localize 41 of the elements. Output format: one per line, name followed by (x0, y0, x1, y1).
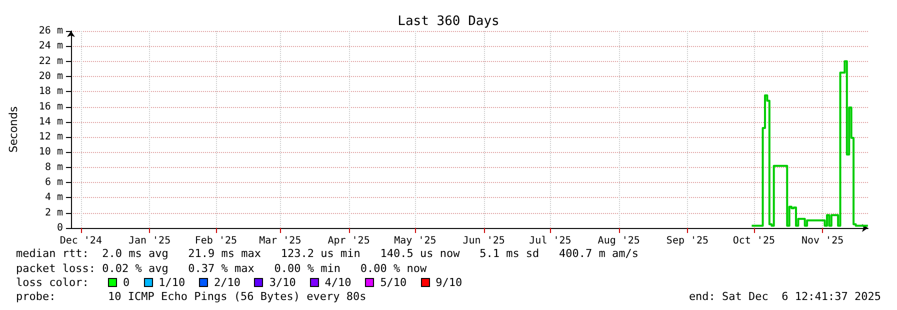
y-axis-title: Seconds (7, 106, 20, 153)
y-tick-label: 8 m (44, 162, 63, 173)
y-tick-label: 16 m (38, 101, 63, 112)
chart-title: Last 360 Days (398, 14, 500, 29)
y-tick-label: 20 m (38, 70, 63, 82)
text: 0 (123, 276, 130, 289)
y-tick-label: 6 m (44, 177, 63, 188)
x-tick-label: Apr '25 (328, 236, 370, 246)
x-tick-label: May '25 (394, 236, 436, 246)
y-tick-label: 18 m (38, 86, 63, 98)
text: 10 ICMP Echo Pings (56 Bytes) every 80s (108, 290, 366, 303)
text: probe: (16, 290, 56, 303)
y-tick-label: 24 m (38, 40, 63, 52)
x-tick-label: Jan '25 (128, 236, 171, 246)
text: 1/10 (158, 276, 186, 289)
text: end: Sat Dec 6 12:41:37 2025 (688, 290, 881, 303)
y-tick-label: 14 m (38, 116, 63, 128)
text: loss color: (16, 276, 89, 289)
text: 9/10 (436, 276, 462, 289)
x-tick-label: Nov '25 (801, 236, 844, 246)
x-tick-label: Dec '24 (60, 236, 102, 246)
text: 2/10 (214, 276, 240, 289)
y-tick-label: 0 (56, 222, 63, 234)
text: 3/10 (269, 276, 296, 289)
text: 5/10 (380, 276, 407, 289)
x-tick-label: Sep '25 (666, 236, 709, 246)
y-tick-label: 10 m (38, 146, 63, 158)
text: packet loss: 0.02 % avg 0.37 % max 0.00 % min 0.00 % now (16, 262, 427, 275)
x-tick-label: Aug '25 (598, 236, 640, 246)
text: 4/10 (324, 276, 352, 289)
x-tick-label: Feb '25 (194, 236, 238, 246)
y-tick-label: 4 m (44, 192, 63, 204)
text: median rtt: 2.0 ms avg 21.9 ms max 123.2 us min 140.5 us now 5.1 ms sd 400.7 m am/s (16, 247, 639, 260)
y-tick-label: 26 m (38, 26, 63, 36)
x-tick-label: Jun '25 (462, 236, 505, 246)
y-tick-label: 12 m (38, 132, 63, 143)
y-tick-label: 22 m (38, 56, 63, 67)
x-tick-label: Oct '25 (732, 236, 775, 246)
x-tick-label: Jul '25 (529, 236, 572, 246)
x-tick-label: Mar '25 (259, 236, 302, 246)
y-tick-label: 2 m (44, 207, 63, 218)
